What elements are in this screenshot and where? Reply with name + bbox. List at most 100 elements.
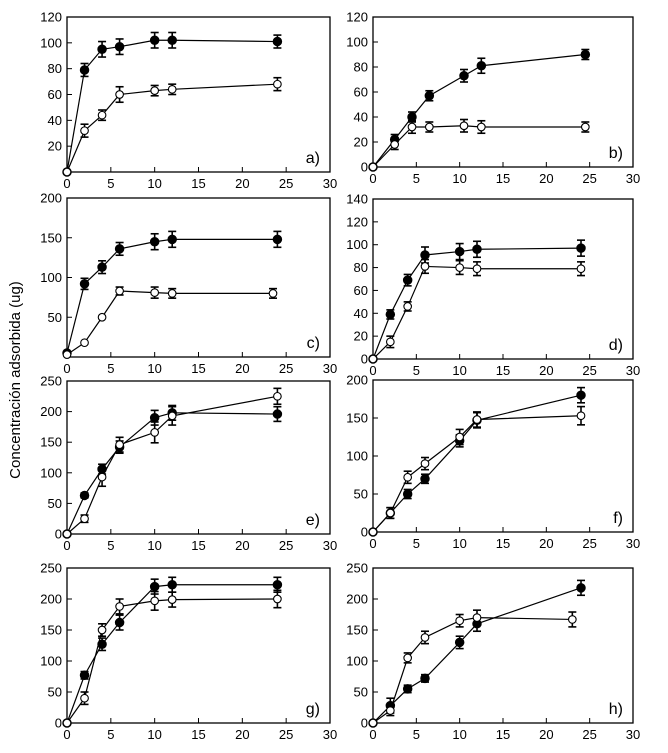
data-point-open xyxy=(420,633,430,642)
data-point-open xyxy=(62,718,72,728)
y-tick-label: 100 xyxy=(40,465,62,480)
y-tick-label: 250 xyxy=(346,561,368,576)
data-point-open xyxy=(472,613,482,622)
x-tick-label: 30 xyxy=(323,361,337,376)
data-point-open xyxy=(368,354,378,364)
data-point-filled xyxy=(149,581,160,592)
y-tick-label: 100 xyxy=(346,654,368,669)
y-tick-label: 50 xyxy=(354,685,368,700)
x-tick-label: 0 xyxy=(63,727,70,742)
data-point-filled xyxy=(580,49,591,60)
data-point-open xyxy=(420,262,430,271)
y-tick-label: 40 xyxy=(48,113,62,128)
x-tick-label: 10 xyxy=(147,538,161,553)
data-point-open xyxy=(476,122,486,132)
data-point-filled xyxy=(420,250,430,260)
data-point-filled xyxy=(402,684,413,694)
x-tick-label: 0 xyxy=(369,536,376,551)
data-point-open xyxy=(576,411,586,421)
data-point-filled xyxy=(272,234,283,245)
x-tick-label: 20 xyxy=(235,727,249,742)
data-point-open xyxy=(167,411,177,421)
data-point-filled xyxy=(576,390,586,400)
panel-label: f) xyxy=(613,510,623,527)
y-tick-label: 60 xyxy=(354,85,368,100)
data-point-filled xyxy=(114,617,125,628)
y-tick-label: 100 xyxy=(346,237,368,252)
data-point-open xyxy=(80,693,89,703)
y-tick-label: 0 xyxy=(361,352,368,367)
data-point-open xyxy=(268,289,278,298)
data-point-open xyxy=(97,625,107,635)
data-point-open xyxy=(62,529,72,539)
y-tick-label: 20 xyxy=(48,139,62,154)
data-point-open xyxy=(403,653,413,663)
y-tick-label: 100 xyxy=(40,654,62,669)
x-tick-label: 30 xyxy=(323,727,337,742)
data-point-open xyxy=(368,527,378,537)
data-point-open xyxy=(80,514,89,524)
data-point-open xyxy=(455,263,465,272)
y-tick-label: 0 xyxy=(361,716,368,731)
x-tick-label: 10 xyxy=(147,727,161,742)
data-point-filled xyxy=(272,36,283,47)
data-point-filled xyxy=(576,243,586,253)
x-tick-label: 10 xyxy=(147,361,161,376)
data-point-filled xyxy=(385,309,396,320)
data-point-open xyxy=(115,286,124,296)
panel-g: 0 5 10 15 20 25 30 0 50 100 150 200 250 g) xyxy=(40,561,337,743)
data-point-open xyxy=(273,391,282,401)
y-tick-label: 200 xyxy=(346,373,368,388)
data-point-filled xyxy=(79,65,90,75)
y-tick-label: 50 xyxy=(48,496,62,511)
x-tick-label: 30 xyxy=(626,363,640,378)
x-tick-label: 20 xyxy=(539,363,553,378)
y-tick-label: 200 xyxy=(40,191,62,206)
x-tick-label: 5 xyxy=(107,538,114,553)
x-tick-label: 30 xyxy=(323,538,337,553)
x-tick-label: 25 xyxy=(279,538,293,553)
data-point-open xyxy=(62,167,72,177)
panel-d: 0 5 10 15 20 25 30 0 20 40 60 80 100 120 140 d) xyxy=(346,192,640,379)
data-point-open xyxy=(62,350,72,359)
data-point-filled xyxy=(402,275,413,285)
y-tick-label: 120 xyxy=(346,10,368,25)
x-tick-label: 30 xyxy=(323,176,337,191)
data-point-open xyxy=(80,338,89,348)
x-tick-label: 25 xyxy=(279,727,293,742)
data-point-open xyxy=(390,140,400,149)
x-tick-label: 20 xyxy=(539,536,553,551)
x-tick-label: 25 xyxy=(582,727,596,742)
x-tick-label: 25 xyxy=(582,171,596,186)
data-point-filled xyxy=(79,279,90,289)
data-point-filled xyxy=(454,246,465,257)
x-tick-label: 20 xyxy=(235,538,249,553)
y-tick-label: 0 xyxy=(361,160,368,175)
y-tick-label: 150 xyxy=(346,623,368,638)
x-tick-label: 25 xyxy=(279,361,293,376)
x-tick-label: 0 xyxy=(63,176,70,191)
panel-label: g) xyxy=(306,701,320,718)
data-point-filled xyxy=(424,91,435,101)
data-point-open xyxy=(385,706,395,715)
x-tick-label: 15 xyxy=(191,361,205,376)
x-tick-label: 10 xyxy=(452,363,466,378)
y-tick-label: 140 xyxy=(346,192,368,207)
y-tick-label: 150 xyxy=(40,435,62,450)
panel-label: h) xyxy=(609,701,623,718)
data-point-open xyxy=(80,126,89,136)
data-point-open xyxy=(115,90,124,99)
data-point-filled xyxy=(272,579,283,590)
data-point-filled xyxy=(420,474,430,484)
plot-frame xyxy=(372,379,634,533)
y-tick-label: 0 xyxy=(55,716,62,731)
data-point-open xyxy=(455,616,465,626)
y-tick-label: 200 xyxy=(40,404,62,419)
data-point-filled xyxy=(114,244,125,254)
data-point-filled xyxy=(167,35,177,45)
data-point-open xyxy=(97,472,107,482)
data-point-open xyxy=(273,594,282,604)
x-tick-label: 15 xyxy=(191,727,205,742)
data-point-open xyxy=(407,122,417,132)
y-tick-label: 80 xyxy=(48,61,62,76)
